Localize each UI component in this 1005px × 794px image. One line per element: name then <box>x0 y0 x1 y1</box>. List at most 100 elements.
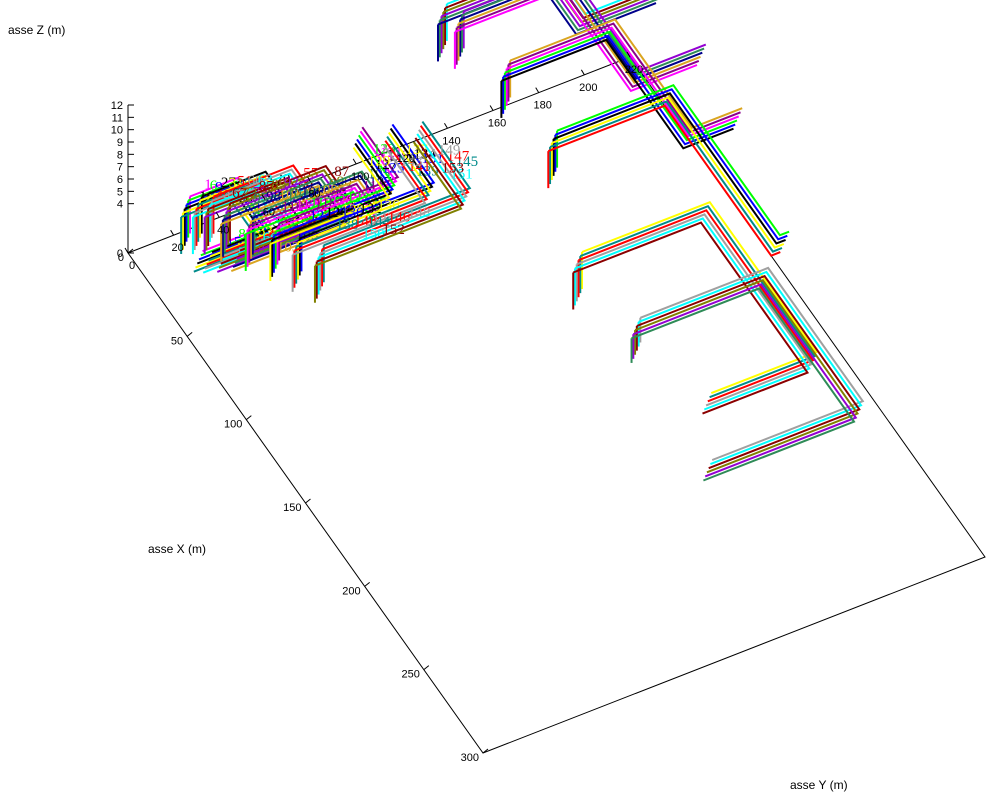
route-label: 144 <box>368 214 391 230</box>
route-line <box>301 123 436 236</box>
z-tick-label: 7 <box>117 162 123 174</box>
route-line <box>269 147 391 245</box>
route-label: 87 <box>334 164 350 180</box>
route-label: 129 <box>368 154 391 170</box>
route-line <box>295 136 431 248</box>
route-line <box>252 174 381 219</box>
route-line <box>636 274 861 470</box>
route-line <box>319 129 468 255</box>
route-label: 120 <box>331 193 354 209</box>
x-axis-title: asse X (m) <box>148 542 206 556</box>
z-tick-label: 9 <box>117 137 123 149</box>
x-tick-label: 50 <box>171 335 183 347</box>
y-tick-mark <box>626 51 631 58</box>
y-tick-mark <box>215 212 220 218</box>
z-tick-label: 0 <box>117 248 123 260</box>
route-line <box>442 0 641 24</box>
route-line <box>508 22 741 134</box>
y-tick-label: 220 <box>625 64 643 76</box>
route-line <box>248 182 378 227</box>
route-line <box>297 132 432 244</box>
route-label: 8 <box>238 227 246 243</box>
z-tick-label: 11 <box>112 112 123 124</box>
x-tick-mark <box>246 415 252 421</box>
y-tick-mark <box>307 176 311 182</box>
route-line <box>314 141 463 267</box>
y-tick-label: 40 <box>217 224 229 236</box>
z-tick-label: 8 <box>117 149 123 161</box>
route-line <box>631 287 856 482</box>
route-line <box>247 186 376 231</box>
route-line <box>292 144 427 256</box>
route-line <box>245 190 374 235</box>
route-label: 132 <box>359 201 382 217</box>
y-tick-mark <box>170 229 175 236</box>
x-tick-mark <box>482 748 489 754</box>
route-line <box>273 138 395 237</box>
y-tick-label: 20 <box>172 242 184 254</box>
route-line <box>554 88 788 241</box>
route-label: 106 <box>301 185 324 201</box>
route-label: 153 <box>442 161 465 177</box>
y-axis-title: asse Y (m) <box>790 778 848 792</box>
route-line <box>277 130 398 229</box>
route-label: 128 <box>342 202 365 218</box>
route-label: 92 <box>284 175 299 191</box>
y-tick-mark <box>580 69 585 76</box>
x-tick-mark <box>186 331 193 337</box>
route-label: 125 <box>382 160 405 176</box>
route-label: 140 <box>354 214 377 230</box>
route-line <box>501 38 734 150</box>
route-label: 149 <box>438 142 461 158</box>
route-label: 142 <box>372 210 395 226</box>
y-tick-mark <box>124 247 129 254</box>
x-tick-label: 300 <box>461 752 479 764</box>
route-label: 152 <box>382 222 405 238</box>
route-line <box>321 125 470 251</box>
y-tick-label: 80 <box>308 189 320 201</box>
route-line <box>299 127 434 240</box>
route-line <box>318 133 467 259</box>
route-line <box>278 126 400 225</box>
route-label: 138 <box>336 217 359 233</box>
route-label: 124 <box>309 208 332 224</box>
y-tick-label: 200 <box>579 82 597 94</box>
y-tick-mark <box>352 158 357 165</box>
route-label: 6 <box>210 178 218 194</box>
x-tick-mark <box>305 498 311 504</box>
y-tick-mark <box>398 140 403 147</box>
y-tick-label: 180 <box>534 100 552 112</box>
routes: 1246789111516181920212324252627293031323… <box>180 0 865 482</box>
y-tick-label: 100 <box>351 171 369 183</box>
route-line <box>572 221 810 415</box>
route-line <box>639 266 865 461</box>
x-tick-label: 0 <box>118 252 124 264</box>
route-line <box>444 0 633 20</box>
z-tick-label: 10 <box>111 125 123 137</box>
route-label: 150 <box>362 226 385 242</box>
route-label: 1 <box>204 177 212 193</box>
y-tick-mark <box>444 123 448 129</box>
y-tick-label: 120 <box>397 153 415 165</box>
route-label: 130 <box>341 205 364 221</box>
y-tick-mark <box>489 105 494 111</box>
route-label: 145 <box>456 154 479 170</box>
route-line <box>632 283 858 478</box>
y-tick-mark <box>535 87 540 93</box>
z-tick-label: 5 <box>117 186 123 198</box>
x-tick-mark <box>127 248 134 254</box>
route-label: 146 <box>388 210 411 226</box>
route-label: 147 <box>447 148 470 164</box>
route-label: 151 <box>450 167 473 183</box>
route-label: 108 <box>315 183 338 199</box>
route-label: 126 <box>326 205 349 221</box>
route-line <box>441 0 650 28</box>
route-label: 127 <box>375 157 398 173</box>
route-line <box>638 270 863 466</box>
route-line <box>551 96 785 249</box>
route-label: 101 <box>279 188 302 204</box>
route-line <box>504 30 738 142</box>
y-tick-mark <box>261 194 266 200</box>
route-line <box>574 217 811 411</box>
